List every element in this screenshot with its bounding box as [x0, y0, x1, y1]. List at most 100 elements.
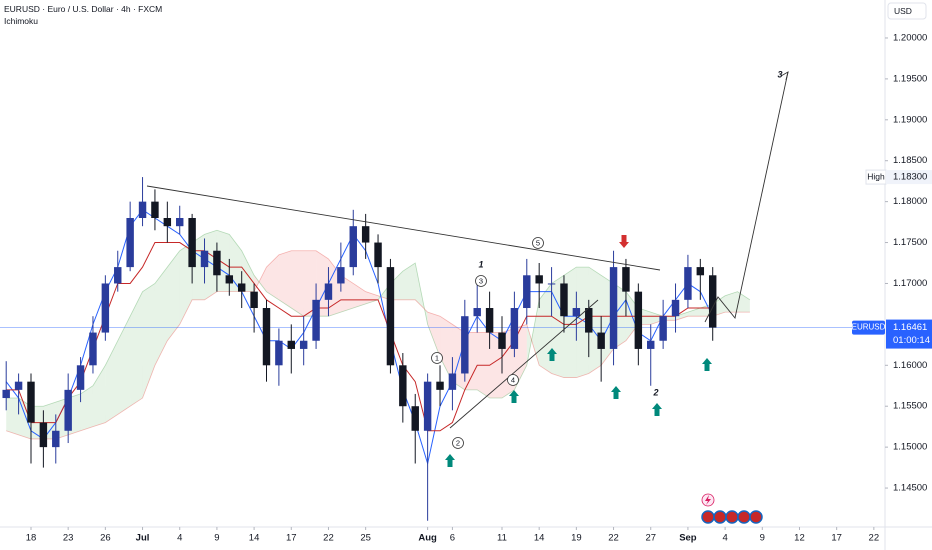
- x-tick-label: 9: [214, 533, 219, 544]
- wave-circle: [532, 237, 544, 249]
- x-tick-label: 17: [286, 533, 297, 544]
- countdown-label: 01:00:14: [893, 335, 930, 346]
- x-tick-label: 12: [794, 533, 805, 544]
- candle-body: [287, 340, 295, 349]
- symbol-label: EURUSD: [852, 323, 886, 332]
- indicator-line: [5, 209, 714, 466]
- cloud-segment: [266, 254, 279, 300]
- x-tick-label: 4: [722, 533, 727, 544]
- candle-body: [386, 267, 395, 366]
- candle-body: [299, 340, 308, 349]
- candle-body: [708, 275, 717, 328]
- candle-body: [510, 308, 519, 349]
- candle-body: [585, 308, 593, 333]
- cloud-segment: [353, 283, 366, 309]
- candle-body: [250, 291, 258, 309]
- candle-body: [622, 267, 630, 292]
- currency-label[interactable]: USD: [894, 6, 912, 16]
- axis-layer: 1.20000 1.19500 1.19000 1.18500 1.18000 1.175…: [26, 32, 932, 544]
- y-tick-label: 1.15500: [893, 401, 927, 412]
- trend-line: [449, 299, 599, 429]
- projection-arrowhead: [780, 71, 789, 81]
- y-tick-label: 1.14500: [893, 483, 927, 494]
- buy-arrow: [652, 403, 662, 416]
- wave-label: 5: [536, 238, 540, 247]
- currency-button[interactable]: [887, 2, 927, 20]
- x-tick-label: 17: [831, 533, 842, 544]
- candle-body: [684, 267, 692, 300]
- candle-body: [461, 316, 469, 374]
- x-tick-label: 25: [360, 533, 371, 544]
- cloud-segment: [80, 385, 93, 431]
- candle-body: [76, 365, 85, 390]
- buy-arrow: [702, 358, 712, 371]
- cloud-segment: [365, 291, 379, 304]
- x-tick-label: Jul: [136, 533, 150, 544]
- x-tick-label: 9: [760, 533, 765, 544]
- cloud-segment: [92, 365, 106, 427]
- cloud-edge: [6, 250, 750, 440]
- y-tick-label: 1.18500: [893, 155, 927, 166]
- wave-label: 3: [777, 69, 782, 79]
- cloud-segment: [415, 263, 428, 325]
- cloud-segment: [130, 291, 143, 407]
- candle-body: [126, 218, 134, 268]
- event-icon[interactable]: [749, 510, 763, 524]
- cloud-segment: [291, 250, 304, 317]
- wave-label: 2: [652, 387, 658, 397]
- candle-body: [560, 283, 568, 317]
- candle-body: [64, 389, 72, 431]
- candle-body: [39, 422, 48, 448]
- cloud-segment: [6, 398, 19, 435]
- wave-label: 1: [435, 353, 439, 362]
- y-tick-label: 1.19500: [893, 73, 927, 84]
- cloud-segment: [675, 312, 688, 321]
- event-icon[interactable]: [713, 510, 727, 524]
- candle-body: [696, 267, 705, 276]
- candle-body: [572, 308, 581, 317]
- cloud-segment: [687, 308, 701, 317]
- line-layer: [5, 209, 714, 466]
- wave-circle: [507, 374, 519, 386]
- candle-body: [188, 218, 196, 268]
- candle-body: [14, 381, 23, 390]
- candle-body: [423, 381, 432, 431]
- candle-body: [237, 283, 246, 292]
- y-tick-label: 1.17500: [893, 237, 927, 248]
- candle-body: [163, 218, 172, 227]
- buy-arrow: [547, 348, 557, 361]
- candle-body: [200, 250, 209, 268]
- cloud-segment: [737, 291, 750, 313]
- cloud-segment: [539, 283, 552, 374]
- candle-body: [609, 267, 618, 349]
- candle-body: [374, 242, 382, 268]
- cloud-segment: [576, 267, 589, 378]
- symbol-line: EURUSD · Euro / U.S. Dollar · 4h · FXCM: [4, 4, 162, 14]
- buy-arrow: [509, 390, 519, 403]
- x-tick-label: Aug: [418, 533, 437, 544]
- candle-body: [535, 275, 543, 284]
- x-tick-label: 11: [497, 533, 507, 544]
- event-icon[interactable]: [701, 510, 715, 524]
- cloud-segment: [254, 267, 267, 292]
- candle-body: [634, 291, 643, 349]
- candle-body: [89, 332, 97, 366]
- candle-body: [213, 250, 221, 276]
- cloud-segment: [440, 316, 453, 382]
- candle-body: [411, 406, 419, 431]
- cloud-segment: [526, 299, 540, 366]
- candle-body: [262, 308, 271, 366]
- x-tick-label: 19: [571, 533, 582, 544]
- y-tick-label: 1.19000: [893, 114, 927, 125]
- candle-body: [523, 275, 531, 309]
- wave-circle: [431, 352, 443, 364]
- event-icon[interactable]: [725, 510, 739, 524]
- cloud-segment: [340, 275, 354, 313]
- candle-body: [399, 365, 407, 407]
- candle-body: [597, 332, 605, 349]
- x-tick-label: 27: [645, 533, 656, 544]
- candle-body: [138, 201, 147, 219]
- event-icon[interactable]: [737, 510, 751, 524]
